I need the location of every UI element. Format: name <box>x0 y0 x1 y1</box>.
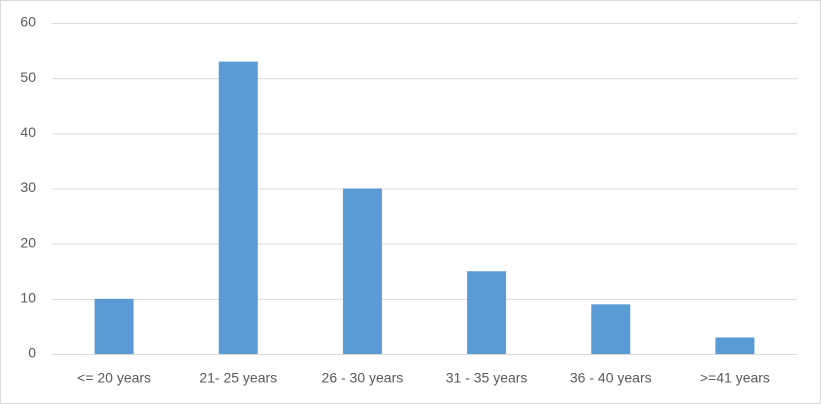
bar <box>467 271 507 354</box>
y-tick-label: 40 <box>20 124 36 140</box>
y-tick-label: 60 <box>20 14 36 30</box>
bar <box>218 61 258 354</box>
x-tick-label: 31 - 35 years <box>446 370 528 386</box>
y-tick-label: 50 <box>20 69 36 85</box>
x-tick-label: <= 20 years <box>77 370 151 386</box>
y-tick-label: 30 <box>20 179 36 195</box>
x-tick-label: 26 - 30 years <box>322 370 404 386</box>
y-tick-label: 0 <box>28 345 36 361</box>
x-tick-label: 36 - 40 years <box>570 370 652 386</box>
x-tick-label: >=41 years <box>700 370 770 386</box>
y-tick-label: 10 <box>20 290 36 306</box>
bar <box>342 188 382 354</box>
bar <box>94 298 134 354</box>
x-tick-label: 21- 25 years <box>199 370 277 386</box>
y-tick-label: 20 <box>20 234 36 250</box>
bar <box>715 337 755 354</box>
bar <box>591 304 631 354</box>
